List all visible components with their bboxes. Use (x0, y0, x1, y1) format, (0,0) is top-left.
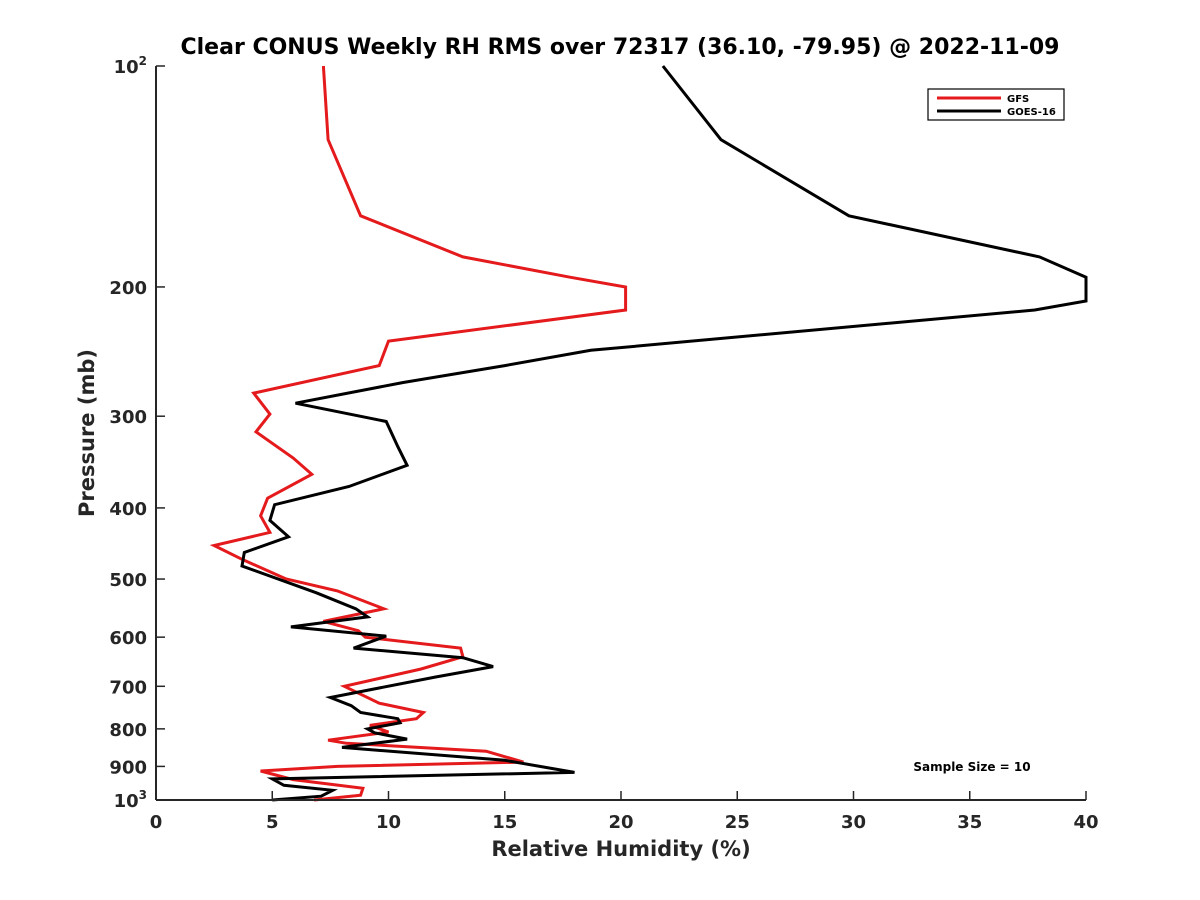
y-tick-label: 800 (109, 720, 147, 741)
y-tick-label: 200 (109, 278, 147, 299)
legend-box (927, 88, 1065, 121)
x-tick-label: 35 (957, 812, 982, 833)
chart-title: Clear CONUS Weekly RH RMS over 72317 (36… (181, 35, 1060, 60)
x-tick-label: 40 (1073, 812, 1098, 833)
series-layer (209, 65, 1088, 802)
legend-label-gfs: GFS (1007, 94, 1029, 105)
y-tick-label: 700 (109, 677, 147, 698)
x-tick-label: 5 (266, 812, 279, 833)
x-tick-label: 0 (150, 812, 163, 833)
y-axis-label: Pressure (mb) (75, 349, 99, 517)
x-ticks: 0 5 10 15 20 25 30 35 40 (150, 791, 1099, 833)
y-tick-label: 400 (109, 499, 147, 520)
y-tick-label: 900 (109, 757, 147, 778)
x-tick-label: 30 (841, 812, 866, 833)
legend-label-goes-16: GOES-16 (1007, 107, 1056, 118)
y-tick-label: 600 (109, 628, 147, 649)
x-tick-label: 10 (376, 812, 401, 833)
series-line-goes-16 (240, 65, 1088, 802)
series-line-gfs (209, 65, 628, 802)
y-ticks: 102 200 300 400 500 600 700 800 900 103 (109, 54, 165, 812)
plot-area (156, 66, 1086, 800)
x-tick-label: 20 (608, 812, 633, 833)
x-axis-label: Relative Humidity (%) (491, 837, 750, 861)
y-tick-label: 300 (109, 407, 147, 428)
y-tick-label: 102 (114, 54, 147, 78)
y-tick-label: 500 (109, 570, 147, 591)
x-tick-label: 25 (725, 812, 750, 833)
y-tick-label: 103 (114, 788, 147, 812)
x-tick-label: 15 (492, 812, 517, 833)
legend: GFS GOES-16 (927, 88, 1065, 121)
sample-size-annotation: Sample Size = 10 (913, 760, 1030, 774)
